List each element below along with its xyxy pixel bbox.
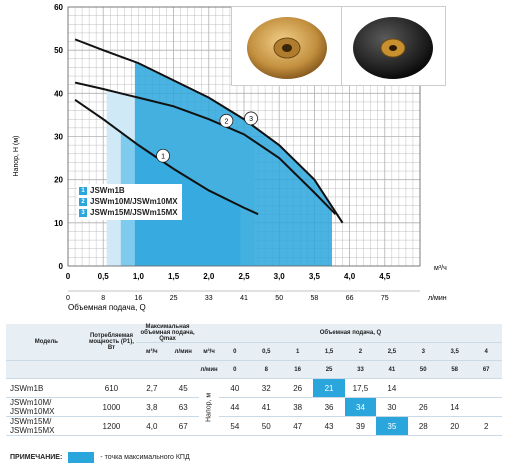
x-tick-label-lmin: 33 — [205, 295, 213, 302]
bep-cell: 34 — [344, 397, 377, 417]
head-label: Напор, м — [198, 378, 220, 436]
head-cell — [407, 378, 439, 398]
head-cell: 26 — [281, 378, 314, 398]
x-tick-label: 4,5 — [379, 272, 391, 281]
model-header: Модель — [6, 324, 87, 361]
head-cell: 32 — [250, 378, 282, 398]
series-label: 1 — [161, 153, 165, 160]
x-tick-label: 3,0 — [274, 272, 286, 281]
x-tick-label-lmin: 50 — [275, 295, 283, 302]
table-header-row: Модель Потребляемая мощность (Р1), Вт Ма… — [6, 324, 502, 361]
x-tick-label-lmin: 16 — [135, 295, 143, 302]
head-cell: 14 — [376, 378, 408, 398]
table-subheader-row: м³/ч л/мин м³/ч 0 0,5 1 1,5 2 2,5 3 3,5 … — [6, 342, 502, 361]
x-unit-top: м³/ч — [434, 265, 447, 272]
legend-item: 2 JSWm10M/JSWm10MX — [79, 196, 178, 207]
head-cell: 54 — [219, 416, 251, 436]
x-tick-label: 1,5 — [168, 272, 180, 281]
series-marker-1 — [156, 148, 170, 163]
x-tick-label-lmin: 75 — [381, 295, 389, 302]
y-tick-label: 60 — [54, 3, 63, 12]
x-tick-label-lmin: 41 — [240, 295, 248, 302]
x-tick-label: 0 — [66, 272, 71, 281]
head-cell: 47 — [281, 416, 314, 436]
x-tick-label-lmin: 0 — [66, 295, 70, 302]
table-row: JSWm1B 610 2,7 45 Напор, м 40 32 26 21 17,5 14 — [6, 378, 502, 436]
chart-legend: 1 JSWm1B 2 JSWm10M/JSWm10MX 3 JSWm15M/JSWm1… — [77, 184, 182, 220]
legend-item: 1 JSWm1B — [79, 185, 178, 196]
x-tick-label: 0,5 — [98, 272, 110, 281]
head-cell: 2 — [470, 416, 502, 436]
head-cell: 28 — [407, 416, 439, 436]
head-cell: 26 — [407, 397, 439, 417]
series-line-2 — [74, 81, 337, 215]
series-line-3 — [74, 38, 344, 224]
table-subheader-row: л/мин 0 8 16 25 33 41 50 58 67 — [6, 360, 502, 379]
y-tick-label: 20 — [54, 176, 63, 185]
table-row: JSWm10M/ JSWm10MX 1000 3,8 63 44 41 38 36 34 30 26… — [6, 397, 502, 417]
head-cell: 44 — [219, 397, 251, 417]
head-cell: 41 — [250, 397, 282, 417]
x-tick-label: 1,0 — [133, 272, 145, 281]
x-tick-label: 2,5 — [238, 272, 250, 281]
legend-item: 3 JSWm15M/JSWm15MX — [79, 207, 178, 218]
head-cell: 14 — [438, 397, 471, 417]
operating-range-band — [134, 61, 332, 266]
head-cell: 40 — [219, 378, 251, 398]
series-marker-2 — [219, 113, 234, 128]
x-unit-bottom: л/мин — [428, 295, 447, 302]
x-tick-label-lmin: 58 — [311, 295, 319, 302]
head-cell: 50 — [250, 416, 282, 436]
head-cell: 43 — [313, 416, 345, 436]
head-cell: 38 — [281, 397, 314, 417]
table-note: ПРИМЕЧАНИЕ: - точка максимального КПД — [10, 452, 190, 463]
x-tick-label: 3,5 — [309, 272, 321, 281]
y-tick-label: 40 — [54, 89, 63, 98]
head-cell — [438, 378, 471, 398]
x-axis-label: Объемная подача, Q — [68, 303, 146, 312]
head-cell: 17,5 — [344, 378, 377, 398]
x-tick-label-lmin: 8 — [101, 295, 105, 302]
flow-header: Объемная подача, Q — [198, 324, 502, 343]
y-tick-label: 50 — [54, 46, 63, 55]
x-tick-label-lmin: 25 — [170, 295, 178, 302]
series-label: 2 — [224, 118, 228, 125]
y-tick-label: 10 — [54, 219, 63, 228]
head-cell: 39 — [344, 416, 377, 436]
bep-cell: 35 — [376, 416, 408, 436]
head-cell: 30 — [376, 397, 408, 417]
x-tick-label-lmin: 66 — [346, 295, 354, 302]
series-marker-3 — [244, 111, 258, 126]
head-cell: 20 — [438, 416, 471, 436]
series-label: 3 — [249, 116, 253, 123]
y-tick-label: 0 — [59, 262, 64, 271]
head-cell — [470, 397, 502, 417]
y-tick-label: 30 — [54, 133, 63, 142]
x-tick-label: 4,0 — [344, 272, 356, 281]
table-row: JSWm15M/ JSWm15MX 1200 4,0 67 54 50 47 43 39 35 28… — [6, 416, 502, 436]
qmax-header: Максимальная объемная подача, Qmax — [136, 324, 199, 343]
head-cell — [470, 378, 502, 398]
bep-swatch — [68, 452, 95, 463]
impeller-bronze-icon — [231, 6, 343, 86]
impeller-black-icon — [341, 6, 446, 86]
power-header: Потребляемая мощность (Р1), Вт — [86, 324, 137, 361]
bep-cell: 21 — [313, 378, 345, 398]
performance-table: Модель Потребляемая мощность (Р1), Вт Ма… — [6, 324, 502, 436]
head-cell: 36 — [313, 397, 345, 417]
series-line-1 — [74, 98, 259, 216]
x-tick-label: 2,0 — [203, 272, 215, 281]
y-axis-label: Напор, H (м) — [13, 136, 20, 177]
